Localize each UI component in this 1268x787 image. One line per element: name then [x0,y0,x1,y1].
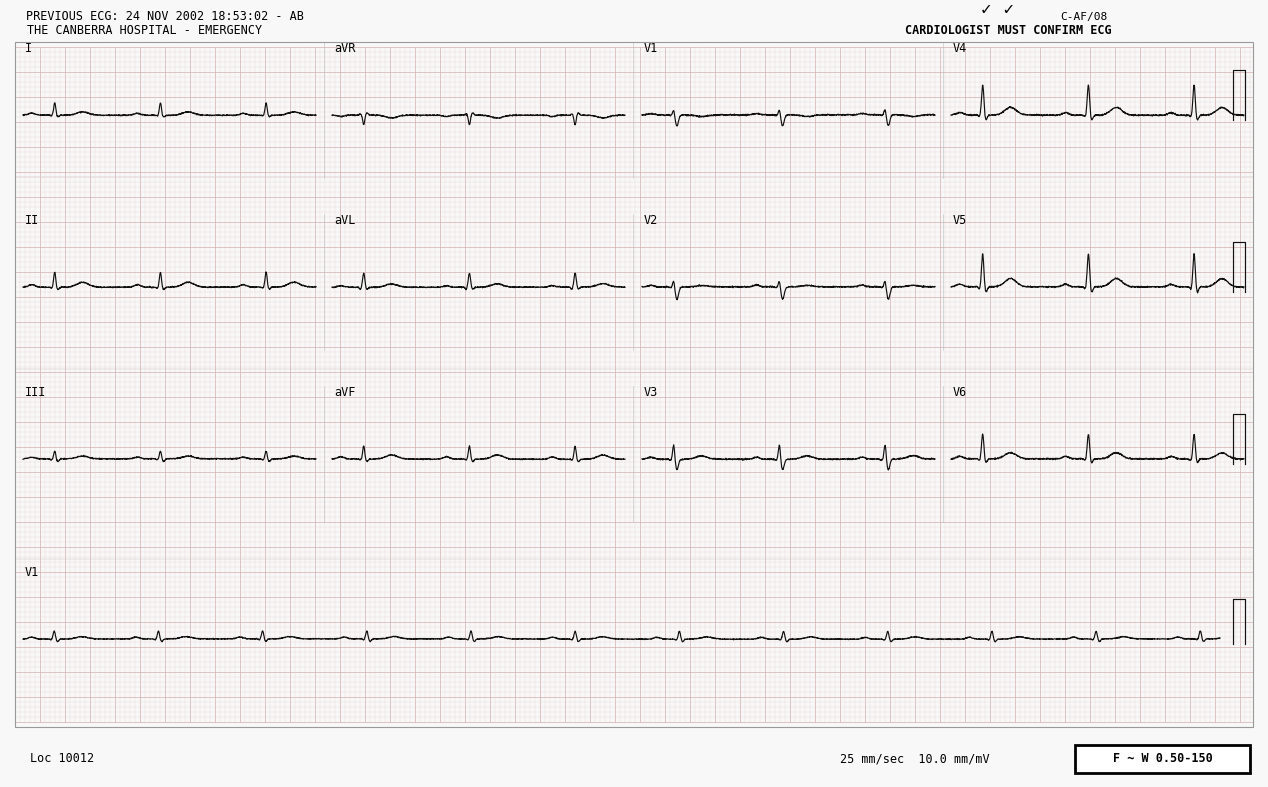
Bar [1075,745,1250,773]
Text: II: II [25,214,39,227]
Text: CARDIOLOGIST MUST CONFIRM ECG: CARDIOLOGIST MUST CONFIRM ECG [905,24,1112,36]
Text: I: I [25,42,32,55]
Text: V5: V5 [954,214,967,227]
Text: F ~ W 0.50-150: F ~ W 0.50-150 [1112,752,1212,766]
Text: C-AF/08: C-AF/08 [1060,12,1107,22]
Bar [15,42,1253,727]
Text: V2: V2 [644,214,658,227]
Text: V4: V4 [954,42,967,55]
Text: Loc 10012: Loc 10012 [30,752,94,766]
Text: V6: V6 [954,386,967,399]
Text: V3: V3 [644,386,658,399]
Text: THE CANBERRA HOSPITAL - EMERGENCY: THE CANBERRA HOSPITAL - EMERGENCY [28,24,262,36]
Text: aVF: aVF [333,386,355,399]
Text: V1: V1 [644,42,658,55]
Text: V1: V1 [25,566,39,579]
Text: PREVIOUS ECG: 24 NOV 2002 18:53:02 - AB: PREVIOUS ECG: 24 NOV 2002 18:53:02 - AB [27,10,304,24]
Text: ✓  ✓: ✓ ✓ [980,2,1016,17]
Text: aVR: aVR [333,42,355,55]
Text: aVL: aVL [333,214,355,227]
Text: III: III [25,386,47,399]
Text: 25 mm/sec  10.0 mm/mV: 25 mm/sec 10.0 mm/mV [839,752,989,766]
